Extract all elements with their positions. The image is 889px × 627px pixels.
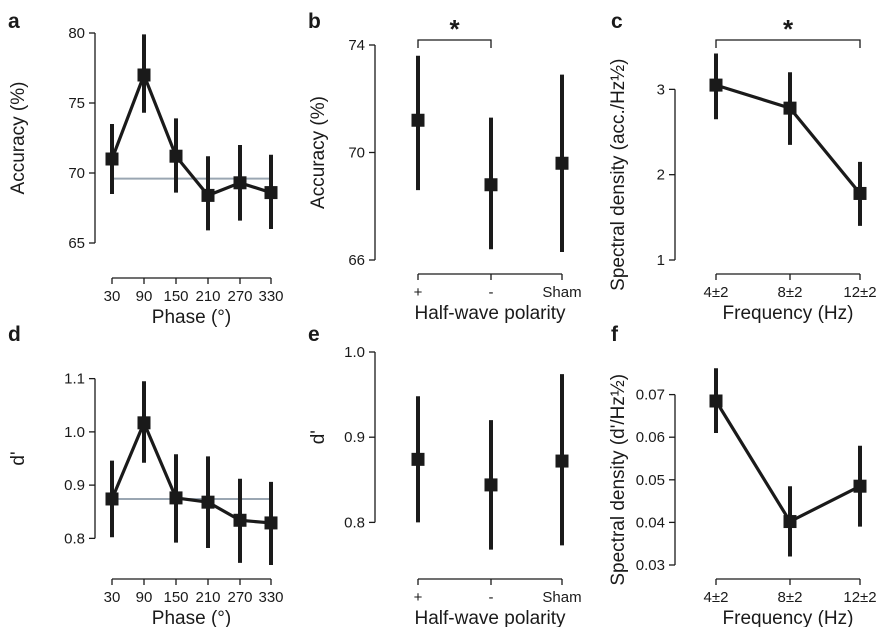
y-tick-label-d-2: 1.0 [64,424,85,441]
y-axis-label-c: Spectral density (acc./Hz½) [608,59,629,291]
x-tick-label-f-2: 12±2 [843,589,876,606]
data-point-a-0 [105,152,119,166]
y-axis-label-e: d' [308,430,329,444]
x-tick-label-c-0: 4±2 [704,284,729,301]
x-axis-label-b: Half-wave polarity [415,303,566,324]
data-point-b-0 [411,113,425,127]
significance-bracket-c [715,39,861,48]
y-tick-label-f-4: 0.07 [636,387,665,404]
x-tick-label-e-1: - [489,589,494,606]
y-tick-label-e-2: 1.0 [344,344,365,361]
x-tick-label-d-3: 210 [195,589,220,606]
x-tick-label-a-3: 210 [195,288,220,305]
y-tick-label-f-1: 0.04 [636,514,665,531]
y-tick-label-e-0: 0.8 [344,514,365,531]
x-axis-label-f: Frequency (Hz) [723,608,854,627]
y-axis-label-a: Accuracy (%) [8,82,29,195]
data-point-a-3 [201,188,215,202]
panel-letter-b: b [308,10,321,33]
x-tick-label-c-1: 8±2 [778,284,803,301]
data-point-a-5 [264,186,278,200]
y-tick-label-d-1: 0.9 [64,477,85,494]
data-point-d-5 [264,516,278,530]
data-point-d-2 [169,491,183,505]
data-point-d-0 [105,492,119,506]
x-tick-label-a-0: 30 [104,288,121,305]
data-point-b-1 [484,178,498,192]
y-tick-label-a-2: 75 [68,95,85,112]
x-tick-label-e-0: + [414,589,423,606]
y-tick-label-b-2: 74 [348,37,365,54]
y-tick-label-d-0: 0.8 [64,530,85,547]
x-tick-label-a-5: 330 [258,288,283,305]
x-axis-label-c: Frequency (Hz) [723,303,854,324]
y-tick-label-d-3: 1.1 [64,371,85,388]
data-point-e-2 [555,454,569,468]
x-tick-label-a-1: 90 [136,288,153,305]
y-axis-label-f: Spectral density (d'/Hz½) [608,374,629,586]
x-tick-label-b-2: Sham [542,284,581,301]
data-point-f-0 [709,394,723,408]
x-tick-label-b-1: - [489,284,494,301]
significance-bracket-b [417,39,492,48]
y-axis-label-b: Accuracy (%) [308,96,329,209]
y-tick-label-e-1: 0.9 [344,429,365,446]
data-point-a-2 [169,149,183,163]
x-tick-label-d-2: 150 [163,589,188,606]
significance-star-b: * [449,14,460,44]
data-point-e-0 [411,452,425,466]
y-tick-label-c-1: 2 [657,167,665,184]
x-tick-label-a-4: 270 [227,288,252,305]
x-axis-label-a: Phase (°) [152,307,231,328]
y-tick-label-a-1: 70 [68,165,85,182]
data-point-c-2 [853,186,867,200]
y-tick-label-b-1: 70 [348,145,365,162]
x-tick-label-b-0: + [414,284,423,301]
panel-letter-a: a [8,10,20,33]
panel-letter-d: d [8,323,21,346]
y-tick-label-b-0: 66 [348,252,365,269]
x-tick-label-a-2: 150 [163,288,188,305]
data-point-d-3 [201,495,215,509]
y-axis-label-d: d' [8,451,29,465]
x-tick-label-d-0: 30 [104,589,121,606]
data-point-f-2 [853,479,867,493]
x-tick-label-e-2: Sham [542,589,581,606]
significance-star-c: * [783,14,794,44]
x-tick-label-d-4: 270 [227,589,252,606]
y-tick-label-f-0: 0.03 [636,557,665,574]
data-point-e-1 [484,478,498,492]
y-tick-label-a-0: 65 [68,235,85,252]
x-tick-label-d-1: 90 [136,589,153,606]
series-line-a [110,70,272,198]
panel-letter-e: e [308,323,320,346]
data-point-c-1 [783,101,797,115]
x-axis-label-e: Half-wave polarity [415,608,566,627]
x-tick-label-f-1: 8±2 [778,589,803,606]
panel-letter-c: c [611,10,623,33]
data-point-b-2 [555,156,569,170]
panel-letter-f: f [611,323,619,346]
data-point-a-4 [233,176,247,190]
data-point-d-4 [233,513,247,527]
x-tick-label-d-5: 330 [258,589,283,606]
x-axis-label-d: Phase (°) [152,608,231,627]
x-tick-label-f-0: 4±2 [704,589,729,606]
data-point-f-1 [783,515,797,529]
y-tick-label-f-3: 0.06 [636,429,665,446]
series-line-d [110,418,272,525]
data-point-a-1 [137,68,151,82]
y-tick-label-a-3: 80 [68,25,85,42]
y-tick-label-f-2: 0.05 [636,472,665,489]
data-point-c-0 [709,78,723,92]
y-tick-label-c-0: 1 [657,252,665,269]
y-tick-label-c-2: 3 [657,81,665,98]
data-point-d-1 [137,416,151,430]
x-tick-label-c-2: 12±2 [843,284,876,301]
